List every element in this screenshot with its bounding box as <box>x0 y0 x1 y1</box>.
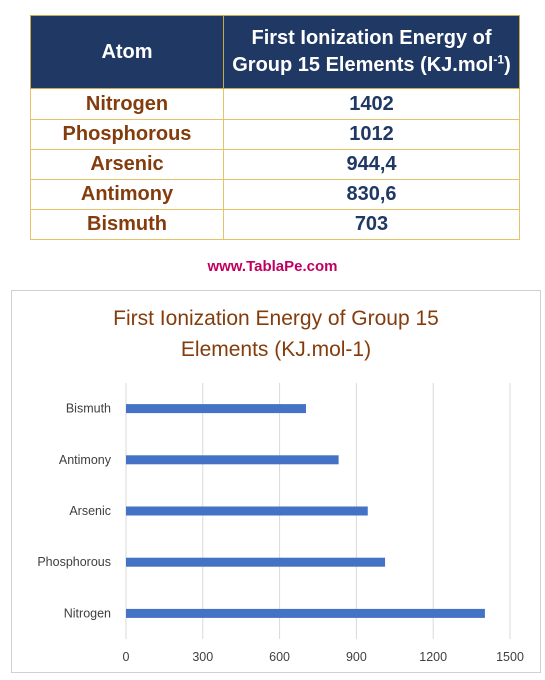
atom-name-cell: Nitrogen <box>30 88 224 120</box>
bar-arsenic <box>126 506 368 516</box>
chart-title-line1: First Ionization Energy of Group 15 <box>113 307 439 330</box>
table-row: Arsenic 944,4 <box>30 149 520 180</box>
x-tick-label: 0 <box>123 650 130 664</box>
bar-phosphorous <box>126 557 386 567</box>
y-tick-label: Bismuth <box>66 402 111 416</box>
table-row: Phosphorous 1012 <box>30 119 520 150</box>
atom-name-cell: Arsenic <box>30 149 224 180</box>
atom-name-cell: Phosphorous <box>30 119 224 150</box>
chart-title-line2: Elements (KJ.mol-1) <box>180 338 372 361</box>
y-tick-label: Nitrogen <box>64 606 111 620</box>
bar-antimony <box>126 455 339 465</box>
header-energy-sup: -1 <box>493 52 505 67</box>
atom-energy-cell: 1402 <box>223 88 520 120</box>
x-tick-label: 300 <box>192 650 213 664</box>
header-energy-line2: Group 15 Elements (KJ.mol <box>232 54 494 76</box>
x-tick-label: 1200 <box>419 650 447 664</box>
atom-name-cell: Antimony <box>30 179 224 210</box>
chart-title: First Ionization Energy of Group 15 Elem… <box>12 303 540 365</box>
atom-energy-cell: 1012 <box>223 119 520 150</box>
y-tick-label: Phosphorous <box>37 555 111 569</box>
table-row: Nitrogen 1402 <box>30 88 520 120</box>
chart-plot-area: 0 300 600 900 1200 1500 Nitrogen Phosphorous Ars… <box>37 383 524 664</box>
x-tick-label: 1500 <box>496 650 524 664</box>
ionization-table-container: Atom First Ionization Energy of Group 15… <box>30 15 520 240</box>
atom-energy-cell: 830,6 <box>223 179 520 210</box>
atom-energy-cell: 944,4 <box>223 149 520 180</box>
atom-energy-cell: 703 <box>223 209 520 240</box>
bar-bismuth <box>126 404 306 414</box>
header-energy: First Ionization Energy of Group 15 Elem… <box>223 15 520 89</box>
table-row: Antimony 830,6 <box>30 179 520 210</box>
y-tick-label: Antimony <box>59 453 112 467</box>
header-energy-line1: First Ionization Energy of <box>251 27 492 49</box>
bar-nitrogen <box>126 608 485 618</box>
y-tick-label: Arsenic <box>69 504 111 518</box>
table-header-row: Atom First Ionization Energy of Group 15… <box>30 15 520 89</box>
site-url-link[interactable]: www.TablaPe.com <box>207 258 338 275</box>
table-row: Bismuth 703 <box>30 209 520 240</box>
energy-bar-chart: First Ionization Energy of Group 15 Elem… <box>11 290 541 673</box>
header-energy-close: ) <box>504 54 511 76</box>
x-tick-label: 600 <box>269 650 290 664</box>
atom-name-cell: Bismuth <box>30 209 224 240</box>
ionization-table: Atom First Ionization Energy of Group 15… <box>30 15 520 240</box>
header-atom: Atom <box>30 15 224 89</box>
x-tick-label: 900 <box>346 650 367 664</box>
